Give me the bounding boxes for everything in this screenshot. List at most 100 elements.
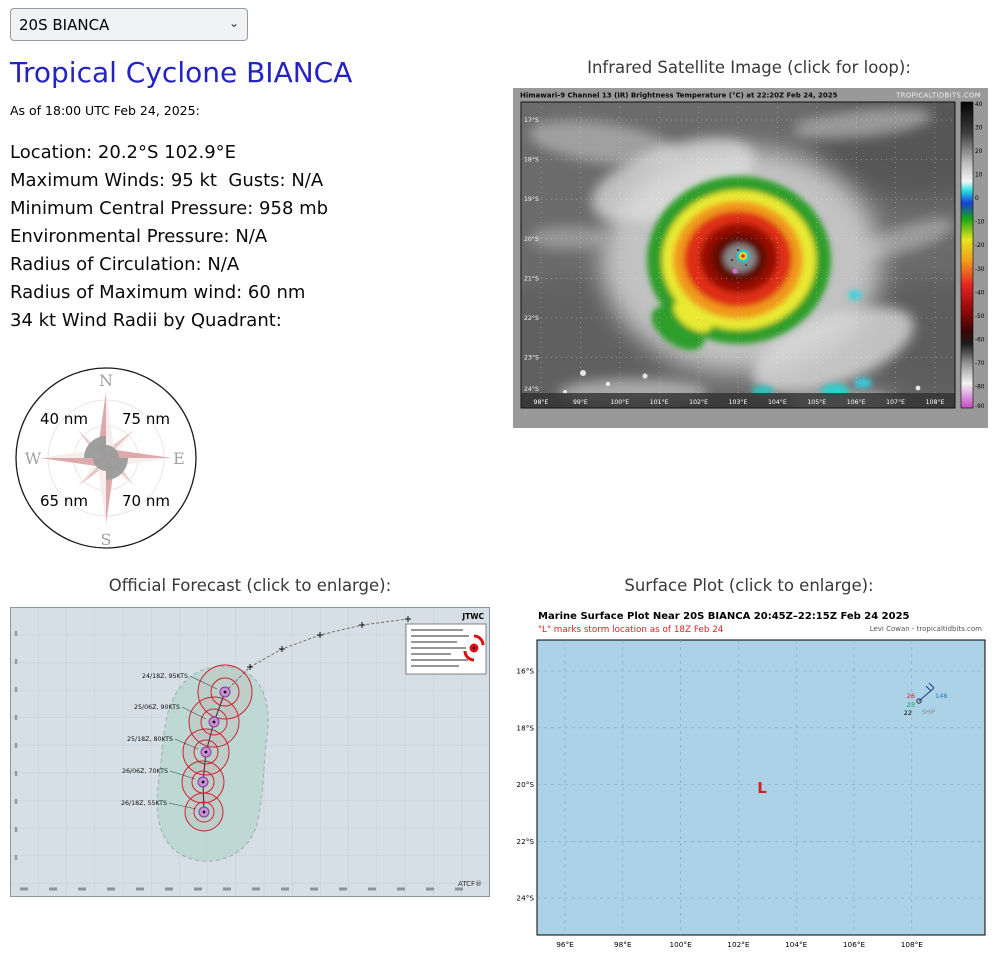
svg-text:19°S: 19°S [524,195,539,203]
compass-south-label: S [101,530,112,549]
ship-station-marker [916,698,922,704]
info-max-winds: Maximum Winds: 95 kt Gusts: N/A [10,170,324,191]
forecast-image[interactable]: 24/18Z, 95KTS 25/06Z, 90KTS 25/18Z, 80KT… [10,607,490,897]
forecast-point-label: 26/06Z, 70KTS [122,768,168,775]
info-radius-max-wind: Radius of Maximum wind: 60 nm [10,282,306,303]
satellite-heading: Infrared Satellite Image (click for loop… [587,58,911,77]
ship-temperature: 26 [907,692,915,700]
satellite-grid [521,102,955,408]
svg-text:20: 20 [975,149,983,155]
compass-east-label: E [173,449,185,468]
svg-text:106°E: 106°E [843,940,866,949]
ship-pressure: 148 [935,692,947,700]
svg-text:24°S: 24°S [516,894,534,903]
svg-text:101°E: 101°E [650,398,669,406]
svg-text:20°S: 20°S [524,235,539,243]
svg-text:40: 40 [975,102,983,108]
storm-info-block: Location: 20.2°S 102.9°E Maximum Winds: … [10,139,328,335]
info-min-pressure: Minimum Central Pressure: 958 mb [10,198,329,219]
surface-plot-lat-labels: 16°S 18°S 20°S 22°S 24°S [516,667,534,903]
surface-plot-grid [537,640,985,935]
ship-dewpoint: 23 [907,701,915,709]
satellite-title: Himawari-9 Channel 13 (IR) Brightness Te… [520,92,838,100]
svg-text:99°E: 99°E [573,398,588,406]
svg-text:-80: -80 [975,385,985,391]
extended-position-markers [247,616,411,670]
svg-text:18°S: 18°S [524,156,539,164]
page-title: Tropical Cyclone BIANCA [10,56,353,89]
svg-text:104°E: 104°E [768,398,787,406]
surface-plot-title: Marine Surface Plot Near 20S BIANCA 20:4… [538,611,910,622]
svg-text:20°S: 20°S [516,780,534,789]
hurricane-icon [84,436,128,480]
forecast-label-leaders [168,675,218,810]
surface-plot-subtitle: "L" marks storm location as of 18Z Feb 2… [538,625,724,635]
svg-text:-10: -10 [975,220,985,226]
wind-barb-icon [918,682,935,702]
svg-text:17°S: 17°S [524,116,539,124]
jtwc-label: JTWC [461,612,484,621]
compass-west-label: W [25,449,42,468]
svg-text:23°S: 23°S [524,354,539,362]
svg-text:24°S: 24°S [524,385,539,393]
atcf-label: ATCF® [458,880,482,888]
info-location: Location: 20.2°S 102.9°E [10,142,237,163]
svg-text:22°S: 22°S [516,837,534,846]
svg-text:10: 10 [975,173,983,179]
storm-location-marker: L [757,779,767,797]
satellite-image[interactable]: Himawari-9 Channel 13 (IR) Brightness Te… [513,88,988,428]
svg-text:104°E: 104°E [785,940,808,949]
svg-text:30: 30 [975,126,983,132]
satellite-colorbar [960,101,974,409]
svg-text:102°E: 102°E [689,398,708,406]
surface-plot-heading: Surface Plot (click to enlarge): [624,576,874,595]
satellite-lat-labels: 17°S 18°S 19°S 20°S 21°S 22°S 23°S 24°S [524,116,539,393]
svg-text:102°E: 102°E [727,940,750,949]
svg-text:-40: -40 [975,290,985,296]
forecast-point-label: 25/18Z, 80KTS [127,736,173,743]
info-wind-radii-heading: 34 kt Wind Radii by Quadrant: [10,310,282,331]
ship-time: 22 [904,709,912,717]
surface-plot-credit: Levi Cowan - tropicaltidbits.com [870,625,982,633]
satellite-watermark: TROPICALTIDBITS.COM [895,92,981,100]
forecast-legend [405,623,487,675]
as-of-date: As of 18:00 UTC Feb 24, 2025: [10,103,200,118]
svg-text:-90: -90 [975,404,985,410]
svg-text:108°E: 108°E [901,940,924,949]
storm-selector-container: 20S BIANCA ⌄ [10,8,248,41]
svg-text:98°E: 98°E [614,940,632,949]
extended-outlook-track [224,618,409,693]
surface-plot-image[interactable]: Marine Surface Plot Near 20S BIANCA 20:4… [508,606,990,956]
svg-text:100°E: 100°E [670,940,693,949]
forecast-point-label: 25/06Z, 90KTS [134,704,180,711]
satellite-frame [520,101,956,409]
satellite-map: 17°S 18°S 19°S 20°S 21°S 22°S 23°S 24°S … [521,102,955,408]
svg-text:107°E: 107°E [886,398,905,406]
svg-text:18°S: 18°S [516,723,534,732]
ship-label: SHIP [922,710,936,716]
svg-text:-20: -20 [975,243,985,249]
svg-text:21°S: 21°S [524,274,539,282]
satellite-colorbar-labels: 40 30 20 10 0 -10 -20 -30 -40 -50 -60 -7… [975,102,985,410]
svg-text:-50: -50 [975,314,985,320]
ship-observation: 26 23 148 22 SHIP [904,682,947,717]
wind-radius-ne: 75 nm [122,410,170,428]
svg-text:-30: -30 [975,267,985,273]
forecast-heading: Official Forecast (click to enlarge): [108,576,392,595]
wind-radius-sw: 65 nm [40,492,88,510]
svg-text:96°E: 96°E [556,940,574,949]
wind-radius-se: 70 nm [122,492,170,510]
svg-text:100°E: 100°E [610,398,629,406]
hurricane-icon [463,634,485,662]
forecast-point-label: 26/18Z, 55KTS [121,800,167,807]
svg-text:106°E: 106°E [847,398,866,406]
svg-text:22°S: 22°S [524,314,539,322]
svg-text:16°S: 16°S [516,667,534,676]
svg-text:103°E: 103°E [729,398,748,406]
storm-selector[interactable]: 20S BIANCA [10,8,248,41]
svg-text:98°E: 98°E [534,398,549,406]
svg-text:108°E: 108°E [926,398,945,406]
forecast-positions [181,664,253,832]
wind-radii-diagram: N E S W 40 nm 75 nm 65 nm 70 nm [15,367,197,549]
